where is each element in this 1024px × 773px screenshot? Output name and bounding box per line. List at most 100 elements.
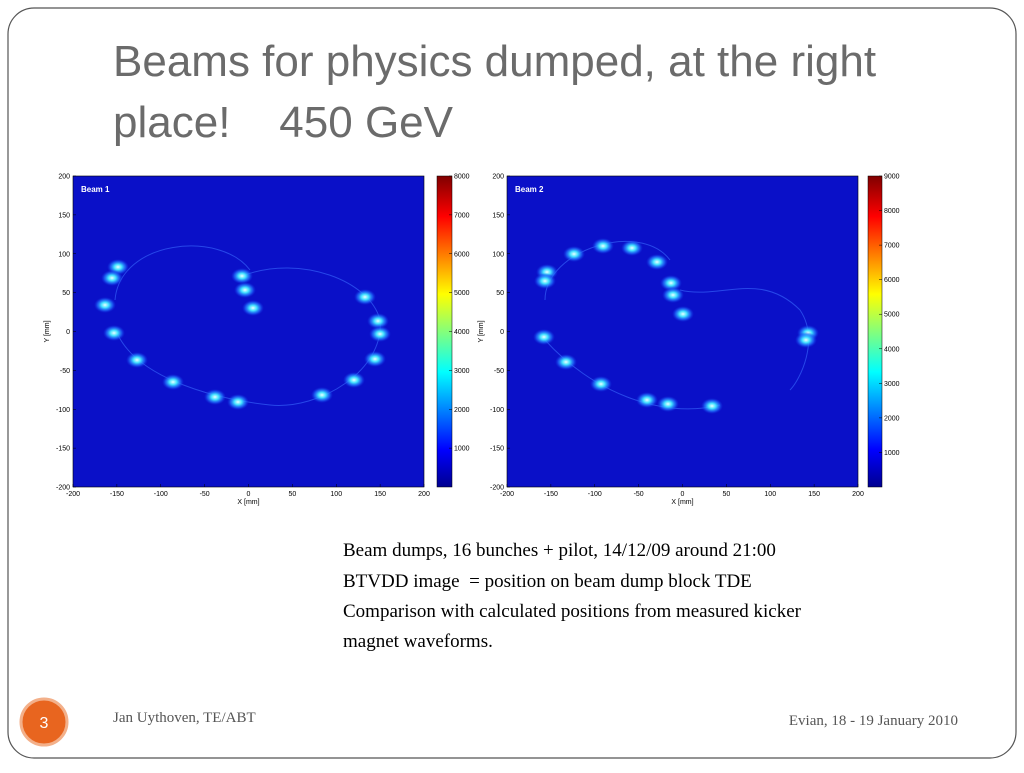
y-tick-label: -150 xyxy=(56,446,70,453)
x-tick-label: 200 xyxy=(852,491,864,498)
colorbar-tick-label: 3000 xyxy=(884,381,900,388)
colorbar-tick-label: 6000 xyxy=(884,277,900,284)
x-tick-label: 200 xyxy=(418,491,430,498)
panel-label: Beam 1 xyxy=(81,185,110,194)
colorbar-tick-label: 5000 xyxy=(884,312,900,319)
colorbar-tick-label: 1000 xyxy=(884,450,900,457)
beam-spot xyxy=(367,313,389,329)
footer-event: Evian, 18 - 19 January 2010 xyxy=(789,713,958,729)
x-tick-label: -100 xyxy=(154,491,168,498)
y-tick-label: -100 xyxy=(490,407,504,414)
beam-spot xyxy=(672,306,694,322)
plot-area xyxy=(72,175,425,488)
beam-spot xyxy=(162,374,184,390)
y-tick-label: 100 xyxy=(58,251,70,258)
y-tick-label: 150 xyxy=(58,212,70,219)
beam-spot xyxy=(563,246,585,262)
x-tick-label: 150 xyxy=(374,491,386,498)
colorbar-tick-label: 4000 xyxy=(884,346,900,353)
y-tick-label: -50 xyxy=(494,368,504,375)
title-line: Beams for physics dumped, at the right xyxy=(113,37,876,86)
y-axis-label: Y [mm] xyxy=(44,320,51,342)
y-tick-label: 150 xyxy=(492,212,504,219)
panel-label: Beam 2 xyxy=(515,185,544,194)
beam-spot xyxy=(311,387,333,403)
x-tick-label: 50 xyxy=(722,491,730,498)
beam-spot xyxy=(204,389,226,405)
beam-spot xyxy=(555,354,577,370)
y-tick-label: 200 xyxy=(58,174,70,181)
body-line: BTVDD image = position on beam dump bloc… xyxy=(343,571,752,592)
beam-spot xyxy=(701,398,723,414)
colorbar-tick-label: 3000 xyxy=(454,368,470,375)
beam-spot xyxy=(660,275,682,291)
beam-spot xyxy=(592,238,614,254)
beam-spot xyxy=(126,352,148,368)
colorbar-tick-label: 6000 xyxy=(454,251,470,258)
colorbar-tick-label: 9000 xyxy=(884,174,900,181)
x-tick-label: -150 xyxy=(110,491,124,498)
y-tick-label: 200 xyxy=(492,174,504,181)
y-tick-label: 100 xyxy=(492,251,504,258)
colorbar-tick-label: 5000 xyxy=(454,290,470,297)
y-tick-label: -50 xyxy=(60,368,70,375)
page-number: 3 xyxy=(40,715,49,732)
beam-spot xyxy=(343,372,365,388)
y-axis-label: Y [mm] xyxy=(478,320,485,342)
beam-spot xyxy=(590,376,612,392)
body-line: Comparison with calculated positions fro… xyxy=(343,601,802,622)
x-tick-label: 0 xyxy=(247,491,251,498)
x-tick-label: 150 xyxy=(808,491,820,498)
y-tick-label: -200 xyxy=(56,485,70,492)
beam-spot xyxy=(369,326,391,342)
beam-spot xyxy=(795,332,817,348)
beam-spot xyxy=(646,254,668,270)
colorbar-tick-label: 7000 xyxy=(884,243,900,250)
x-tick-label: 0 xyxy=(681,491,685,498)
beam-spot xyxy=(94,297,116,313)
beam-spot xyxy=(227,394,249,410)
x-tick-label: -50 xyxy=(634,491,644,498)
beam-spot xyxy=(242,300,264,316)
x-axis-label: X [mm] xyxy=(671,499,693,506)
beam-spot xyxy=(534,273,556,289)
x-tick-label: -200 xyxy=(500,491,514,498)
x-tick-label: -150 xyxy=(544,491,558,498)
footer-author: Jan Uythoven, TE/ABT xyxy=(113,710,256,726)
beam-spot xyxy=(354,289,376,305)
beam-spot xyxy=(636,392,658,408)
x-tick-label: 100 xyxy=(764,491,776,498)
page-badge xyxy=(19,697,69,747)
beam-spot xyxy=(533,329,555,345)
y-tick-label: -200 xyxy=(490,485,504,492)
beam-spot xyxy=(231,268,253,284)
x-tick-label: -50 xyxy=(200,491,210,498)
beam-spot xyxy=(364,351,386,367)
colorbar-tick-label: 7000 xyxy=(454,212,470,219)
y-tick-label: -100 xyxy=(56,407,70,414)
x-tick-label: -200 xyxy=(66,491,80,498)
y-tick-label: 50 xyxy=(62,290,70,297)
beam-spot xyxy=(657,396,679,412)
colorbar-tick-label: 4000 xyxy=(454,329,470,336)
x-axis-label: X [mm] xyxy=(237,499,259,506)
y-tick-label: -150 xyxy=(490,446,504,453)
x-tick-label: -100 xyxy=(588,491,602,498)
colorbar-tick-label: 2000 xyxy=(884,415,900,422)
body-line: magnet waveforms. xyxy=(343,631,493,652)
title-line: place! 450 GeV xyxy=(113,98,454,147)
y-tick-label: 0 xyxy=(66,329,70,336)
y-tick-label: 50 xyxy=(496,290,504,297)
colorbar xyxy=(867,175,883,488)
colorbar-tick-label: 8000 xyxy=(884,208,900,215)
beam-spot xyxy=(103,325,125,341)
beam-spot xyxy=(101,270,123,286)
y-tick-label: 0 xyxy=(500,329,504,336)
x-tick-label: 100 xyxy=(330,491,342,498)
colorbar-tick-label: 2000 xyxy=(454,407,470,414)
beam-spot xyxy=(621,240,643,256)
beam-spot xyxy=(662,287,684,303)
colorbar-tick-label: 8000 xyxy=(454,174,470,181)
colorbar-tick-label: 1000 xyxy=(454,446,470,453)
